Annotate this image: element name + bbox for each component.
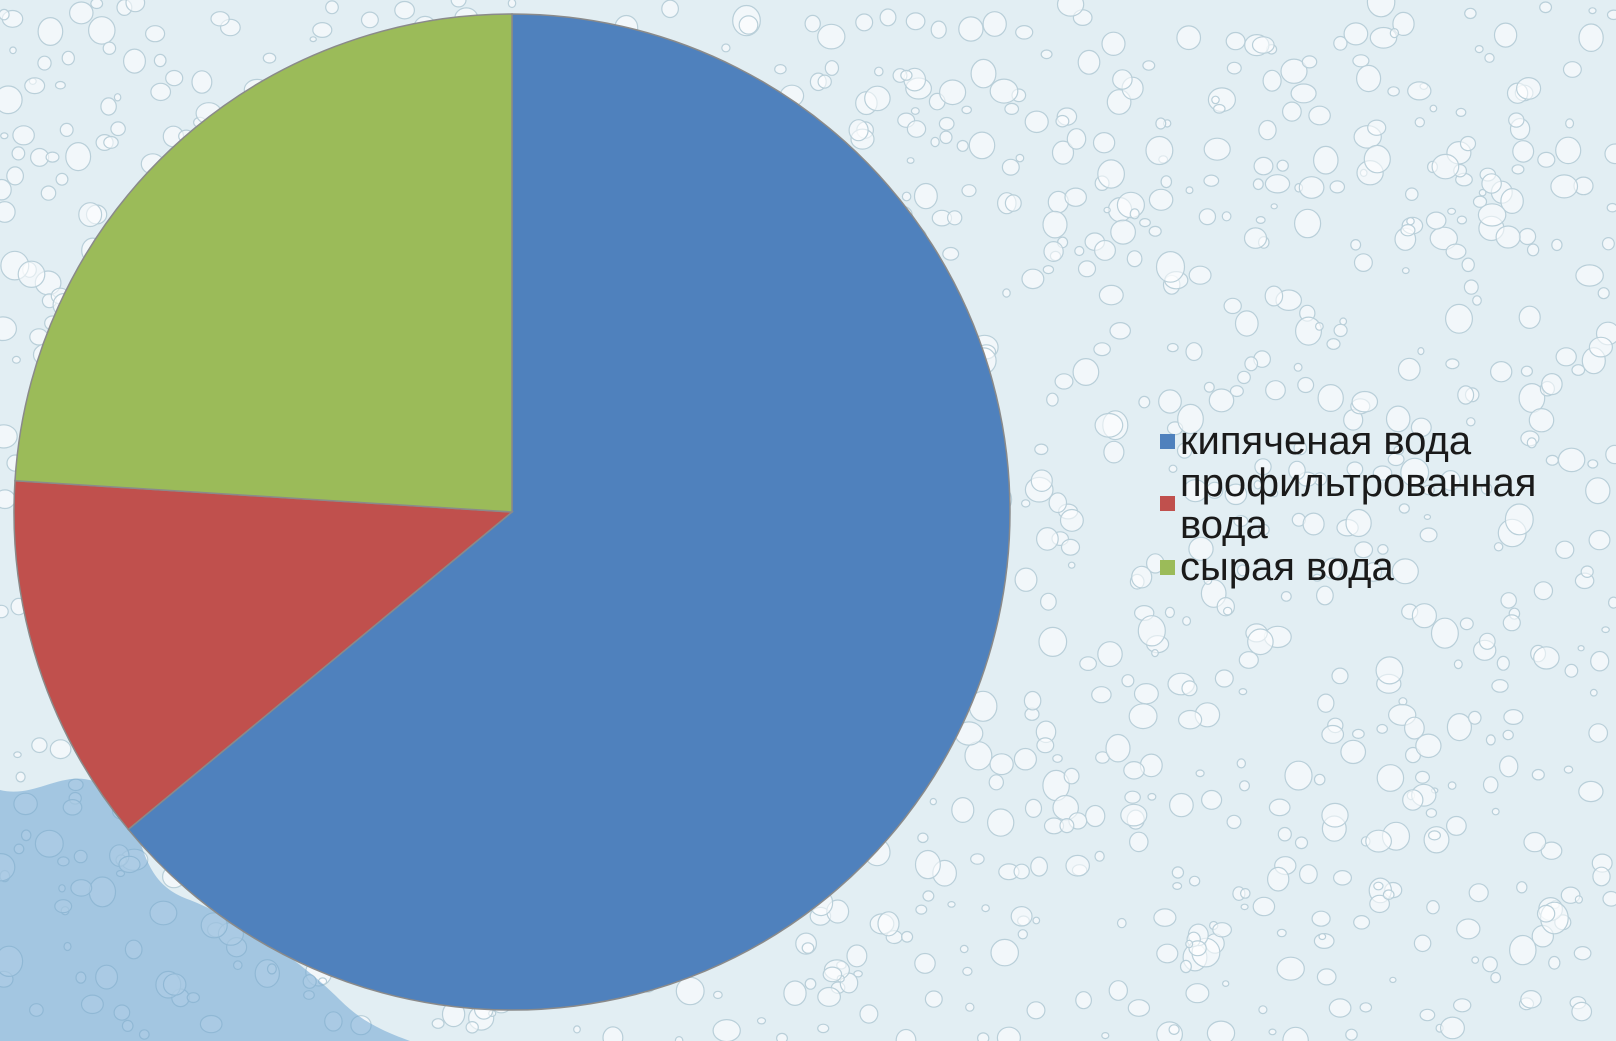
legend-label: сырая вода (1180, 546, 1600, 588)
legend-item-raw-water: сырая вода (1156, 546, 1616, 588)
legend-swatch-boiled-water (1160, 434, 1175, 449)
legend-item-boiled-water: кипяченая вода (1156, 420, 1616, 462)
legend-swatch-filtered-water (1160, 496, 1175, 511)
legend-swatch-raw-water (1160, 560, 1175, 575)
chart-legend: кипяченая вода профильтрованная вода сыр… (1156, 420, 1616, 588)
legend-item-filtered-water: профильтрованная вода (1156, 462, 1616, 546)
legend-label: профильтрованная вода (1180, 462, 1600, 546)
pie-slice-2 (15, 14, 512, 512)
legend-label: кипяченая вода (1180, 420, 1600, 462)
